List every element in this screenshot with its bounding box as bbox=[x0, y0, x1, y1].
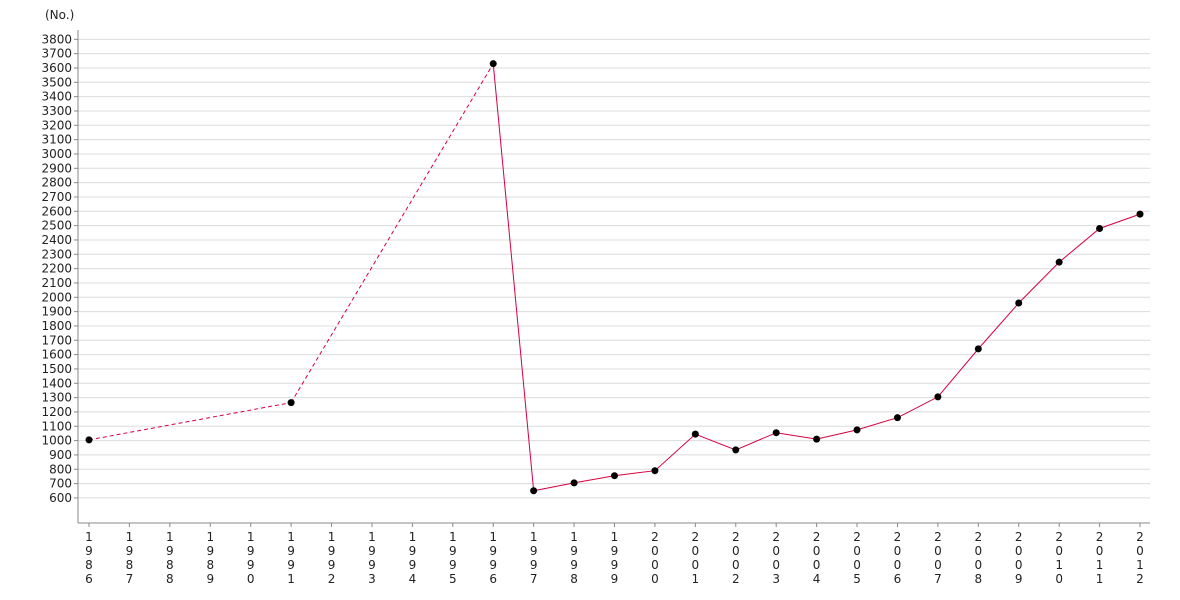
y-tick-label: 1100 bbox=[41, 419, 72, 433]
y-tick-label: 800 bbox=[49, 462, 72, 476]
y-tick-label: 1000 bbox=[41, 434, 72, 448]
y-tick-label: 2100 bbox=[41, 276, 72, 290]
data-point bbox=[732, 446, 740, 454]
y-tick-label: 3300 bbox=[41, 104, 72, 118]
data-point bbox=[611, 472, 618, 480]
y-tick-label: 1900 bbox=[41, 305, 72, 319]
y-tick-label: 3400 bbox=[41, 90, 72, 104]
y-tick-label: 3200 bbox=[41, 118, 72, 132]
y-tick-label: 1400 bbox=[41, 376, 72, 390]
data-point bbox=[813, 435, 821, 443]
y-tick-label: 2600 bbox=[41, 204, 72, 218]
data-point bbox=[530, 487, 538, 495]
data-point bbox=[893, 414, 901, 422]
y-tick-label: 600 bbox=[49, 491, 72, 505]
y-tick-label: 2500 bbox=[41, 219, 72, 233]
data-point bbox=[772, 429, 780, 437]
y-tick-label: 1300 bbox=[41, 391, 72, 405]
data-point bbox=[1055, 258, 1063, 266]
y-tick-label: 3100 bbox=[41, 133, 72, 147]
y-tick-label: 2300 bbox=[41, 247, 72, 261]
y-tick-label: 1800 bbox=[41, 319, 72, 333]
y-tick-label: 3600 bbox=[41, 61, 72, 75]
data-point bbox=[570, 479, 578, 487]
data-point bbox=[974, 345, 982, 353]
data-point bbox=[691, 430, 699, 438]
data-point bbox=[489, 60, 497, 68]
y-tick-label: 1500 bbox=[41, 362, 72, 376]
y-tick-label: 2800 bbox=[41, 176, 72, 190]
y-tick-label: 1700 bbox=[41, 333, 72, 347]
y-tick-label: 2700 bbox=[41, 190, 72, 204]
gap-connector bbox=[88, 402, 292, 441]
y-tick-label: 3500 bbox=[41, 75, 72, 89]
y-tick-label: 2200 bbox=[41, 262, 72, 276]
data-point bbox=[1015, 299, 1023, 307]
data-point bbox=[934, 393, 942, 401]
y-tick-label: 900 bbox=[49, 448, 72, 462]
y-tick-label: 1200 bbox=[41, 405, 72, 419]
data-point bbox=[1136, 210, 1144, 218]
y-tick-label: 3000 bbox=[41, 147, 72, 161]
y-axis-unit: (No.) bbox=[45, 8, 74, 22]
y-tick-label: 2000 bbox=[41, 290, 72, 304]
data-point bbox=[1096, 224, 1104, 232]
y-tick-label: 3700 bbox=[41, 47, 72, 61]
data-point bbox=[853, 426, 861, 434]
data-point bbox=[651, 467, 659, 475]
gap-connector bbox=[290, 63, 494, 403]
data-point bbox=[287, 399, 295, 407]
y-tick-label: 2400 bbox=[41, 233, 72, 247]
y-tick-label: 3800 bbox=[41, 32, 72, 46]
y-tick-label: 700 bbox=[49, 477, 72, 491]
data-point bbox=[85, 436, 93, 444]
y-tick-label: 1600 bbox=[41, 348, 72, 362]
y-tick-label: 2900 bbox=[41, 161, 72, 175]
